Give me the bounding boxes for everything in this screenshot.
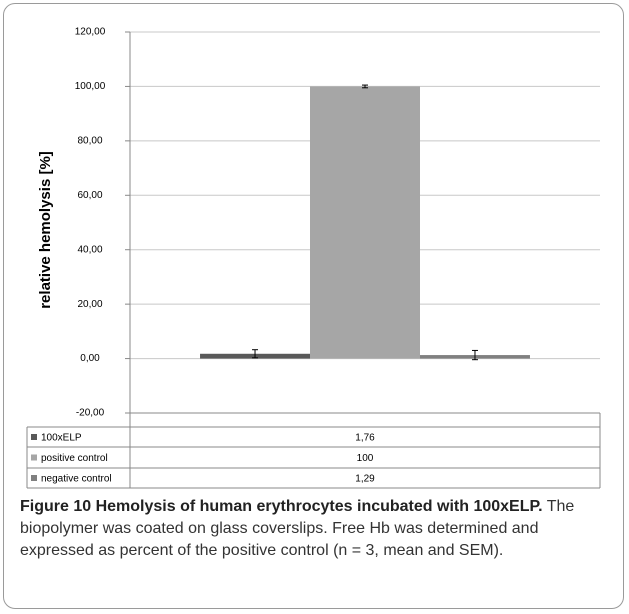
bar <box>310 86 420 359</box>
error-bar <box>362 84 368 89</box>
y-tick-label: 40,00 <box>77 244 102 255</box>
y-tick-label: 20,00 <box>77 299 102 310</box>
y-tick-label: 80,00 <box>77 135 102 146</box>
caption-title: Figure 10 Hemolysis of human erythrocyte… <box>20 498 543 515</box>
y-tick-label: 100,00 <box>75 81 106 92</box>
y-tick-label: 120,00 <box>75 27 106 38</box>
error-bar <box>252 349 259 359</box>
legend-label: positive control <box>41 453 108 464</box>
y-tick-label: 60,00 <box>77 190 102 201</box>
legend-label: 100xELP <box>41 433 82 444</box>
table-value: 1,76 <box>355 433 375 444</box>
legend-swatch <box>31 454 37 461</box>
error-bar <box>471 349 478 361</box>
caption-text: The biopolymer was coated on glass cover… <box>20 498 575 559</box>
table-value: 1,29 <box>355 474 375 485</box>
y-tick-label: 0,00 <box>80 353 100 364</box>
frame <box>3 3 624 609</box>
legend-label: negative control <box>41 474 112 485</box>
caption: Figure 10 Hemolysis of human erythrocyte… <box>20 496 616 562</box>
chart: relative hemolysis [%] -20,00 0,00 20,00 40… <box>26 27 601 489</box>
legend-swatch <box>31 475 37 481</box>
legend-swatch <box>31 434 37 440</box>
table-value: 100 <box>357 453 374 464</box>
y-tick-label: -20,00 <box>76 408 105 419</box>
y-axis-label: relative hemolysis [%] <box>37 151 54 309</box>
